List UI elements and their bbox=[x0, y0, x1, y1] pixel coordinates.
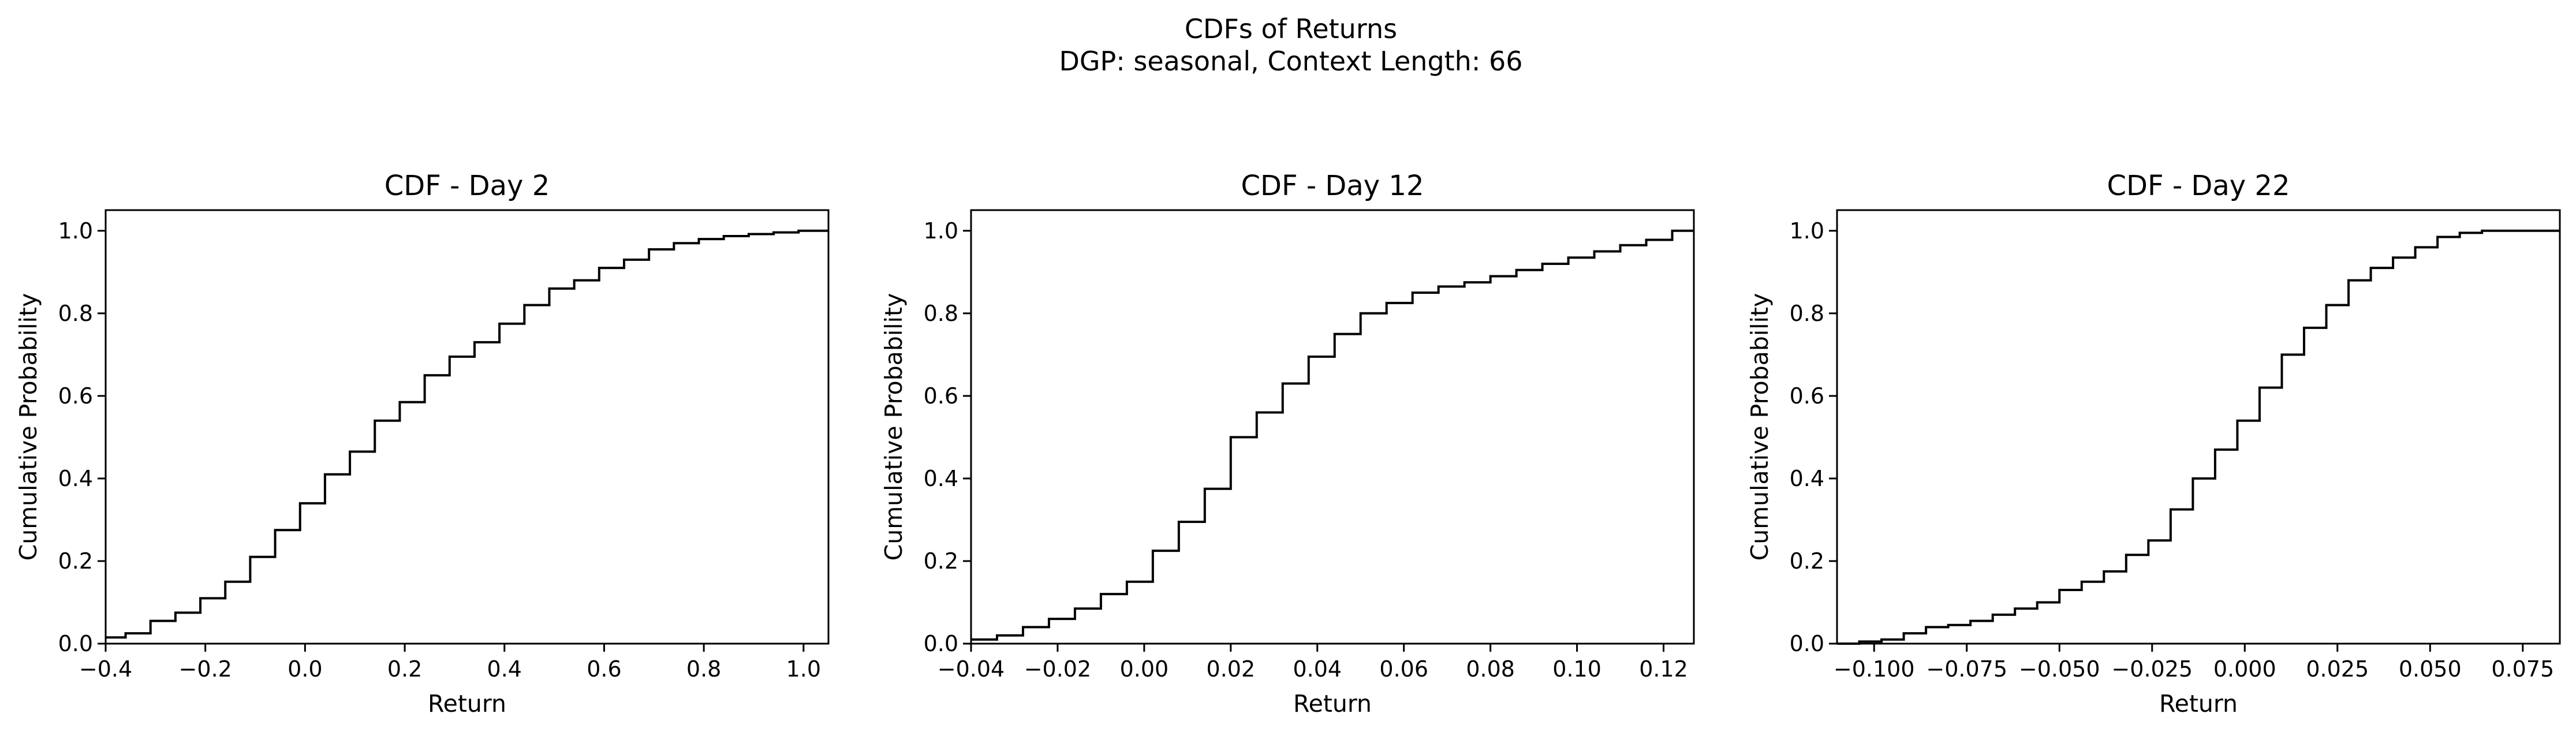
y-tick-label: 0.8 bbox=[1790, 301, 1824, 326]
x-tick-label: 0.6 bbox=[587, 656, 621, 682]
y-tick-label: 0.8 bbox=[58, 301, 93, 326]
y-axis-label: Cumulative Probability bbox=[1746, 293, 1774, 561]
x-axis-label: Return bbox=[1293, 690, 1372, 718]
y-tick-label: 0.2 bbox=[58, 548, 93, 574]
x-tick-label: 0.08 bbox=[1466, 656, 1515, 682]
y-tick-label: 0.2 bbox=[1790, 548, 1824, 574]
y-tick-label: 0.4 bbox=[1790, 466, 1824, 491]
x-tick-label: 0.0 bbox=[288, 656, 322, 682]
x-tick-label: 0.02 bbox=[1207, 656, 1256, 682]
x-tick-label: −0.02 bbox=[1024, 656, 1091, 682]
x-tick-label: −0.025 bbox=[2111, 656, 2193, 682]
y-tick-label: 1.0 bbox=[58, 218, 93, 244]
x-tick-label: 0.4 bbox=[487, 656, 522, 682]
x-tick-label: 0.025 bbox=[2306, 656, 2369, 682]
y-tick-label: 0.0 bbox=[1790, 631, 1824, 656]
x-tick-label: −0.075 bbox=[1926, 656, 2007, 682]
x-tick-label: −0.2 bbox=[179, 656, 232, 682]
x-tick-label: −0.050 bbox=[2019, 656, 2100, 682]
y-axis-label: Cumulative Probability bbox=[14, 293, 42, 561]
x-tick-label: 0.12 bbox=[1639, 656, 1688, 682]
y-axis-label: Cumulative Probability bbox=[880, 293, 908, 561]
x-tick-label: 0.000 bbox=[2213, 656, 2276, 682]
y-tick-label: 0.2 bbox=[924, 548, 958, 574]
x-tick-label: 0.050 bbox=[2399, 656, 2462, 682]
x-axis-label: Return bbox=[428, 690, 506, 718]
y-tick-label: 0.6 bbox=[58, 383, 93, 409]
x-tick-label: 0.2 bbox=[387, 656, 422, 682]
plot-frame bbox=[1836, 209, 2561, 645]
y-tick-label: 0.0 bbox=[924, 631, 958, 656]
panel-title: CDF - Day 22 bbox=[2107, 170, 2290, 202]
y-tick-label: 0.6 bbox=[1790, 383, 1824, 409]
x-tick-label: 0.10 bbox=[1552, 656, 1601, 682]
cdf-panel-day-2: −0.4 −0.2 0.0 0.2 0.4 0.6 0.8 1.0 0.0 0.2 0.4 0.6 0.… bbox=[14, 170, 830, 718]
plot-frame bbox=[970, 209, 1695, 645]
y-tick-label: 0.6 bbox=[924, 383, 958, 409]
x-tick-label: 0.06 bbox=[1379, 656, 1428, 682]
x-tick-label: −0.4 bbox=[79, 656, 132, 682]
y-tick-label: 0.4 bbox=[58, 466, 93, 491]
x-tick-label: 1.0 bbox=[786, 656, 821, 682]
x-tick-label: 0.075 bbox=[2491, 656, 2554, 682]
cdf-step-line bbox=[1837, 229, 2560, 645]
x-tick-label: −0.100 bbox=[1834, 656, 1915, 682]
cdf-panel-day-22: −0.100 −0.075 −0.050 −0.025 0.000 0.025 0.050 0… bbox=[1746, 170, 2561, 718]
cdf-step-line bbox=[971, 229, 1694, 641]
figure-title-line1: CDFs of Returns bbox=[1185, 13, 1397, 44]
y-tick-label: 1.0 bbox=[1790, 218, 1824, 244]
figure-title-line2: DGP: seasonal, Context Length: 66 bbox=[1059, 46, 1522, 77]
y-tick-label: 1.0 bbox=[924, 218, 958, 244]
x-tick-label: 0.00 bbox=[1120, 656, 1169, 682]
x-tick-label: 0.8 bbox=[686, 656, 721, 682]
y-tick-label: 0.8 bbox=[924, 301, 958, 326]
panel-title: CDF - Day 2 bbox=[384, 170, 550, 202]
cdf-step-line bbox=[106, 229, 828, 639]
y-tick-label: 0.4 bbox=[924, 466, 958, 491]
x-tick-label: 0.04 bbox=[1293, 656, 1342, 682]
y-tick-label: 0.0 bbox=[58, 631, 93, 656]
cdf-panel-day-12: −0.04 −0.02 0.00 0.02 0.04 0.06 0.08 0.10 0.12 0.… bbox=[880, 170, 1695, 718]
plot-frame bbox=[104, 209, 830, 645]
x-axis-label: Return bbox=[2159, 690, 2238, 718]
panel-title: CDF - Day 12 bbox=[1241, 170, 1424, 202]
x-tick-label: −0.04 bbox=[938, 656, 1005, 682]
